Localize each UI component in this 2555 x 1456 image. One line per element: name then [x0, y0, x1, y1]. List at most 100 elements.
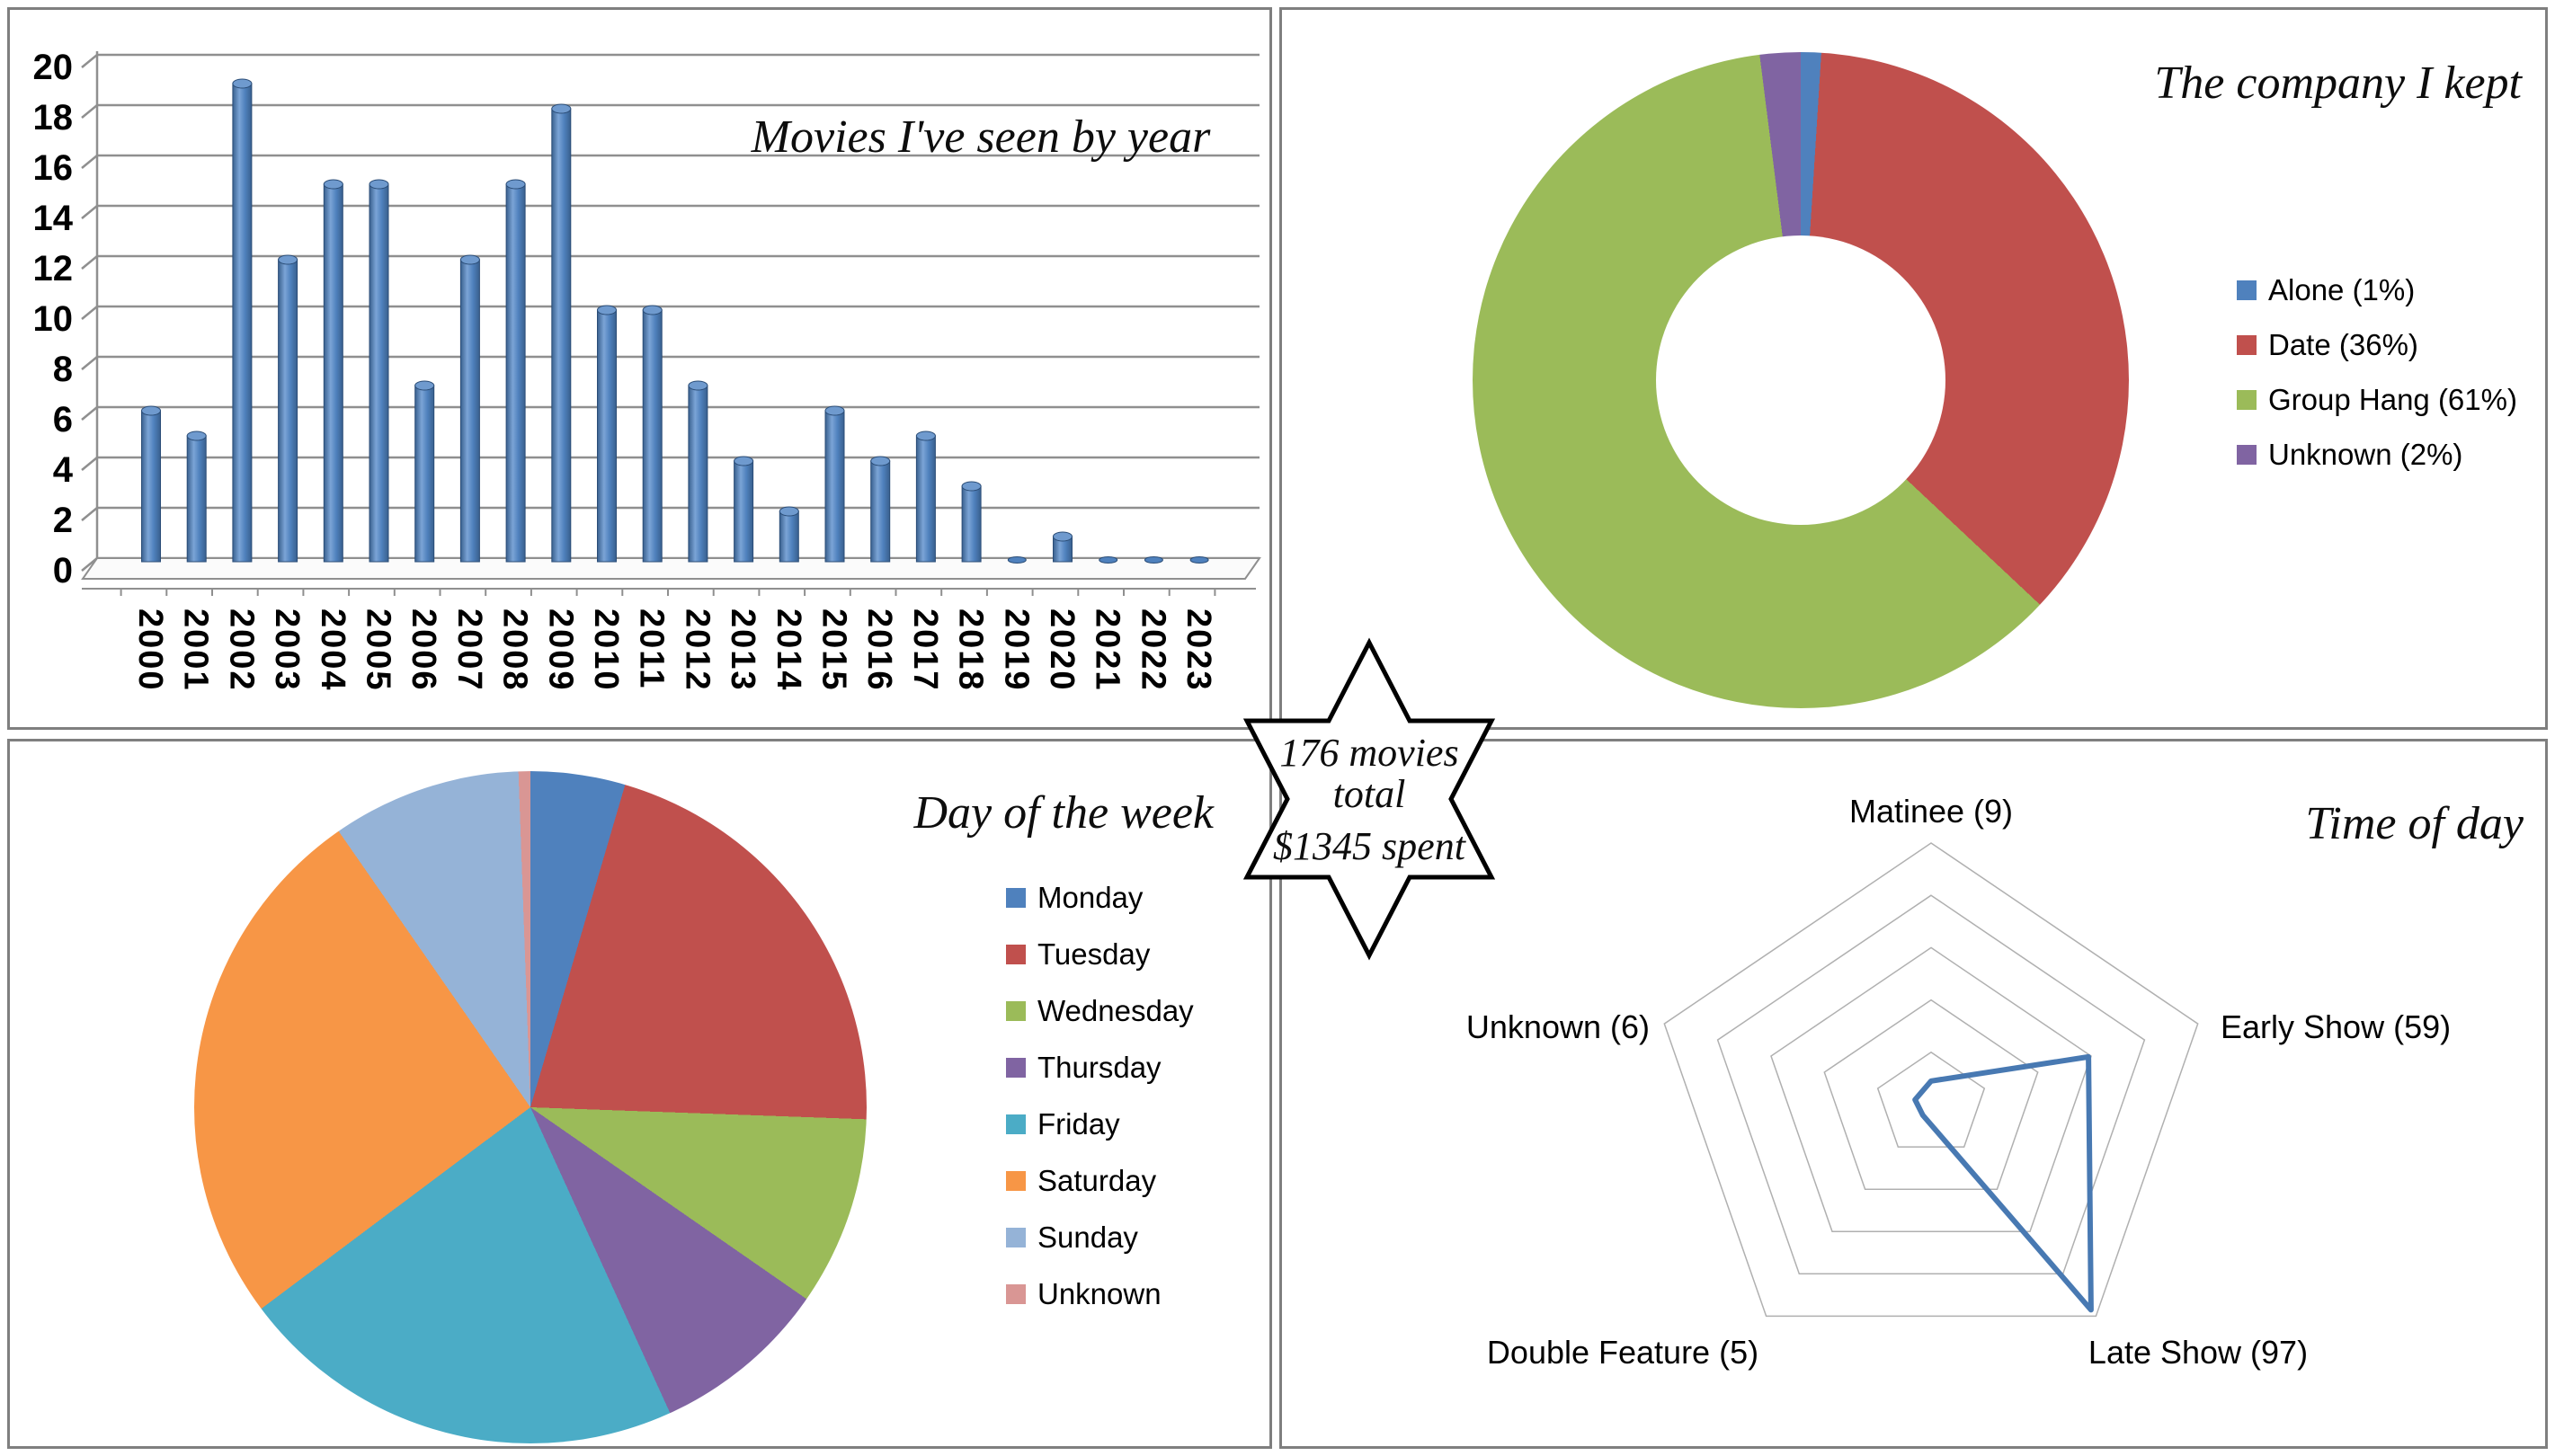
- legend-label: Monday: [1037, 881, 1144, 914]
- legend-swatch: [2237, 390, 2257, 410]
- radar-axis-label-matinee: Matinee (9): [1848, 793, 2014, 830]
- bar-top-cap: [870, 456, 891, 466]
- radar-chart: [1663, 842, 2199, 1318]
- weekday-legend-item: Friday: [1006, 1106, 1194, 1142]
- legend-label: Saturday: [1037, 1164, 1157, 1197]
- star-callout: 176 movies total $1345 spent: [1242, 637, 1496, 961]
- bar-top-cap: [551, 103, 572, 114]
- bar-top-cap: [278, 254, 298, 265]
- radar-ring: [1876, 1051, 1986, 1148]
- x-category-label: 2016: [860, 608, 898, 692]
- radar-axis-label-early-show: Early Show (59): [2221, 1008, 2452, 1045]
- y-tick-label: 10: [33, 299, 74, 339]
- legend-label: Group Hang (61%): [2268, 383, 2517, 416]
- legend-swatch: [1006, 888, 1026, 908]
- bar-zero-marker: [1189, 556, 1209, 564]
- company-legend-item: Alone (1%): [2237, 272, 2517, 308]
- radar-ring: [1770, 946, 2092, 1233]
- bar: [141, 410, 161, 563]
- legend-swatch: [1006, 945, 1026, 964]
- star-text-line2: total: [1333, 772, 1406, 816]
- weekday-legend-item: Unknown: [1006, 1276, 1194, 1312]
- donut-hole: [1656, 235, 1945, 525]
- bar: [414, 385, 435, 563]
- x-category-label: 2007: [450, 608, 488, 692]
- gridline: [81, 506, 1260, 521]
- gridline: [81, 204, 1260, 219]
- donut-chart: [1473, 52, 2129, 708]
- x-category-label: 2018: [952, 608, 990, 692]
- bar: [232, 83, 253, 563]
- legend-swatch: [1006, 1171, 1026, 1191]
- floor-3d: [81, 557, 1261, 580]
- bar: [915, 435, 936, 563]
- y-tick-label: 18: [33, 98, 74, 138]
- x-category-label: 2001: [177, 608, 215, 692]
- bar: [278, 259, 298, 563]
- bar-chart-title: Movies I've seen by year: [751, 111, 1211, 163]
- gridline: [81, 456, 1260, 471]
- x-category-label: 2010: [587, 608, 625, 692]
- weekday-legend-item: Saturday: [1006, 1163, 1194, 1199]
- bar: [870, 460, 891, 563]
- bar-top-cap: [734, 456, 754, 466]
- pie-chart: [194, 771, 867, 1443]
- legend-label: Tuesday: [1037, 937, 1151, 971]
- bar: [369, 183, 389, 563]
- x-category-label: 2008: [496, 608, 534, 692]
- panel-day-of-week: Day of the week Monday Tuesday Wednesday Th…: [7, 739, 1272, 1449]
- panel-company-kept: The company I kept Alone (1%) Date (36%) G…: [1279, 7, 2548, 730]
- legend-swatch: [2237, 280, 2257, 300]
- y-tick-label: 8: [53, 350, 73, 389]
- bar-top-cap: [505, 179, 526, 190]
- legend-swatch: [1006, 1058, 1026, 1078]
- bar: [597, 309, 617, 563]
- radar-ring: [1823, 999, 2039, 1190]
- legend-label: Sunday: [1037, 1221, 1138, 1254]
- radar-axis-label-late-show: Late Show (97): [2088, 1334, 2309, 1371]
- bar: [688, 385, 708, 563]
- legend-label: Friday: [1037, 1107, 1120, 1141]
- x-category-label: 2022: [1134, 608, 1171, 692]
- x-category-label: 2023: [1180, 608, 1217, 692]
- y-tick-label: 4: [53, 450, 74, 490]
- gridline: [81, 355, 1260, 370]
- legend-swatch: [1006, 1284, 1026, 1304]
- x-category-label: 2002: [222, 608, 260, 692]
- bar-top-cap: [141, 405, 161, 416]
- legend-label: Alone (1%): [2268, 273, 2416, 306]
- bar: [961, 485, 982, 563]
- bar-top-cap: [369, 179, 389, 190]
- x-category-label: 2012: [678, 608, 716, 692]
- x-category-label: 2006: [405, 608, 442, 692]
- bar-zero-marker: [1099, 556, 1118, 564]
- radar-data-polygon: [1912, 1053, 2094, 1313]
- bar-top-cap: [323, 179, 343, 190]
- x-category-label: 2015: [815, 608, 853, 692]
- panel-movies-by-year: Movies I've seen by year 0 2 4 6 8 10 12 14 16 18…: [7, 7, 1272, 730]
- gridline: [81, 254, 1260, 270]
- x-category-label: 2009: [541, 608, 579, 692]
- bar-top-cap: [824, 405, 845, 416]
- gridline: [81, 405, 1260, 421]
- x-category-label: 2003: [268, 608, 306, 692]
- legend-swatch: [1006, 1228, 1026, 1247]
- bar-zero-marker: [1144, 556, 1163, 564]
- radar-axis-label-unknown: Unknown (6): [1465, 1008, 1650, 1045]
- x-category-label: 2017: [906, 608, 944, 692]
- bar-top-cap: [1053, 531, 1073, 542]
- legend-label: Date (36%): [2268, 328, 2418, 361]
- x-category-label: 2004: [314, 608, 352, 692]
- y-tick-label: 16: [33, 148, 74, 188]
- panel-time-of-day: Time of day Matinee (9) Early Show (59) …: [1279, 739, 2548, 1449]
- y-tick-label: 6: [53, 400, 73, 439]
- legend-swatch: [2237, 445, 2257, 465]
- bar: [186, 435, 207, 563]
- x-category-label: 2019: [997, 608, 1035, 692]
- bar-top-cap: [186, 431, 207, 441]
- x-category-label: 2020: [1043, 608, 1081, 692]
- x-category-label: 2021: [1089, 608, 1126, 692]
- star-text-line1: 176 movies: [1279, 731, 1458, 775]
- company-legend-item: Unknown (2%): [2237, 437, 2517, 473]
- legend-label: Wednesday: [1037, 994, 1194, 1027]
